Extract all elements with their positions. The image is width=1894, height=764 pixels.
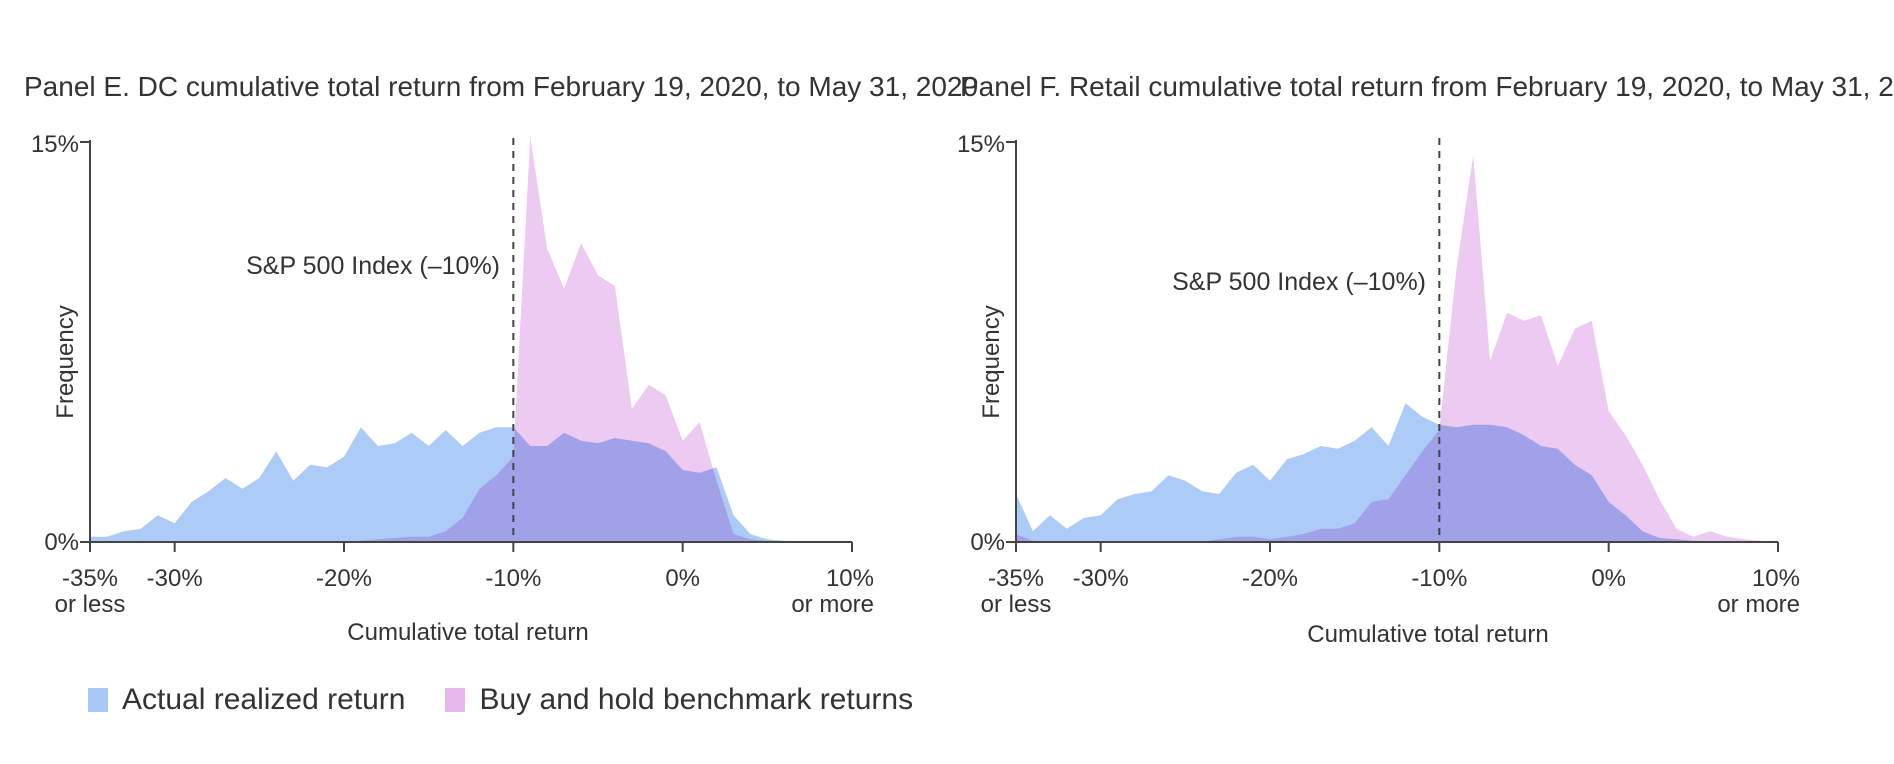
panel-e-xtick-label: or less — [55, 591, 126, 618]
panel-e-xtick-label: 0% — [665, 565, 700, 592]
legend-label-actual: Actual realized return — [122, 683, 406, 716]
panel-e-ytick-bottom: 0% — [44, 529, 79, 556]
panel-e-xtick-label: -30% — [147, 565, 203, 592]
panel-f-x-ticks: -35%or less -30% -20% -10% 0% 10%or more — [981, 542, 1800, 618]
panel-f-ytick-top: 15% — [957, 131, 1005, 158]
panel-e-xlabel: Cumulative total return — [347, 619, 588, 646]
panel-e-xtick-label: -10% — [485, 565, 541, 592]
panel-f-xlabel: Cumulative total return — [1307, 621, 1548, 648]
panel-e-ylabel: Frequency — [52, 305, 79, 418]
panel-f-xtick-label: or more — [1717, 591, 1800, 618]
panel-f-xtick-label: -30% — [1073, 565, 1129, 592]
legend-swatch-actual — [88, 688, 108, 712]
legend-swatch-benchmark — [445, 688, 466, 712]
panel-e-sp500-label: S&P 500 Index (–10%) — [246, 252, 500, 280]
panel-e-x-ticks: -35%or less -30% -20% -10% 0% 10%or more — [55, 542, 874, 618]
panel-e-areas — [90, 136, 852, 542]
legend-label-benchmark: Buy and hold benchmark returns — [479, 683, 914, 716]
panel-f-xtick-label: -20% — [1242, 565, 1298, 592]
legend-item-benchmark: Buy and hold benchmark returns — [445, 683, 913, 717]
panel-f-xtick-label: -35% — [988, 565, 1044, 592]
panel-f-area-benchmark — [1016, 155, 1778, 543]
panel-f: Panel F. Retail cumulative total return … — [957, 71, 1894, 648]
panel-f-ytick-bottom: 0% — [970, 529, 1005, 556]
panel-e-xtick-label: or more — [791, 591, 874, 618]
panel-f-ylabel: Frequency — [978, 305, 1005, 418]
panel-e-xtick-label: -35% — [62, 565, 118, 592]
panel-f-title: Panel F. Retail cumulative total return … — [960, 71, 1894, 102]
panel-e-ytick-top: 15% — [31, 131, 79, 158]
panel-f-xtick-label: 10% — [1752, 565, 1800, 592]
panel-e-title: Panel E. DC cumulative total return from… — [24, 71, 978, 102]
panel-f-areas — [1016, 155, 1778, 543]
panel-e: Panel E. DC cumulative total return from… — [24, 71, 978, 646]
panel-e-xtick-label: 10% — [826, 565, 874, 592]
panel-e-xtick-label: -20% — [316, 565, 372, 592]
legend-item-actual: Actual realized return — [88, 683, 405, 717]
panel-e-area-benchmark — [90, 136, 852, 542]
panel-f-xtick-label: -10% — [1411, 565, 1467, 592]
panel-f-xtick-label: 0% — [1591, 565, 1626, 592]
panel-f-xtick-label: or less — [981, 591, 1052, 618]
legend: Actual realized return Buy and hold benc… — [88, 680, 913, 720]
panel-f-sp500-label: S&P 500 Index (–10%) — [1172, 268, 1426, 296]
